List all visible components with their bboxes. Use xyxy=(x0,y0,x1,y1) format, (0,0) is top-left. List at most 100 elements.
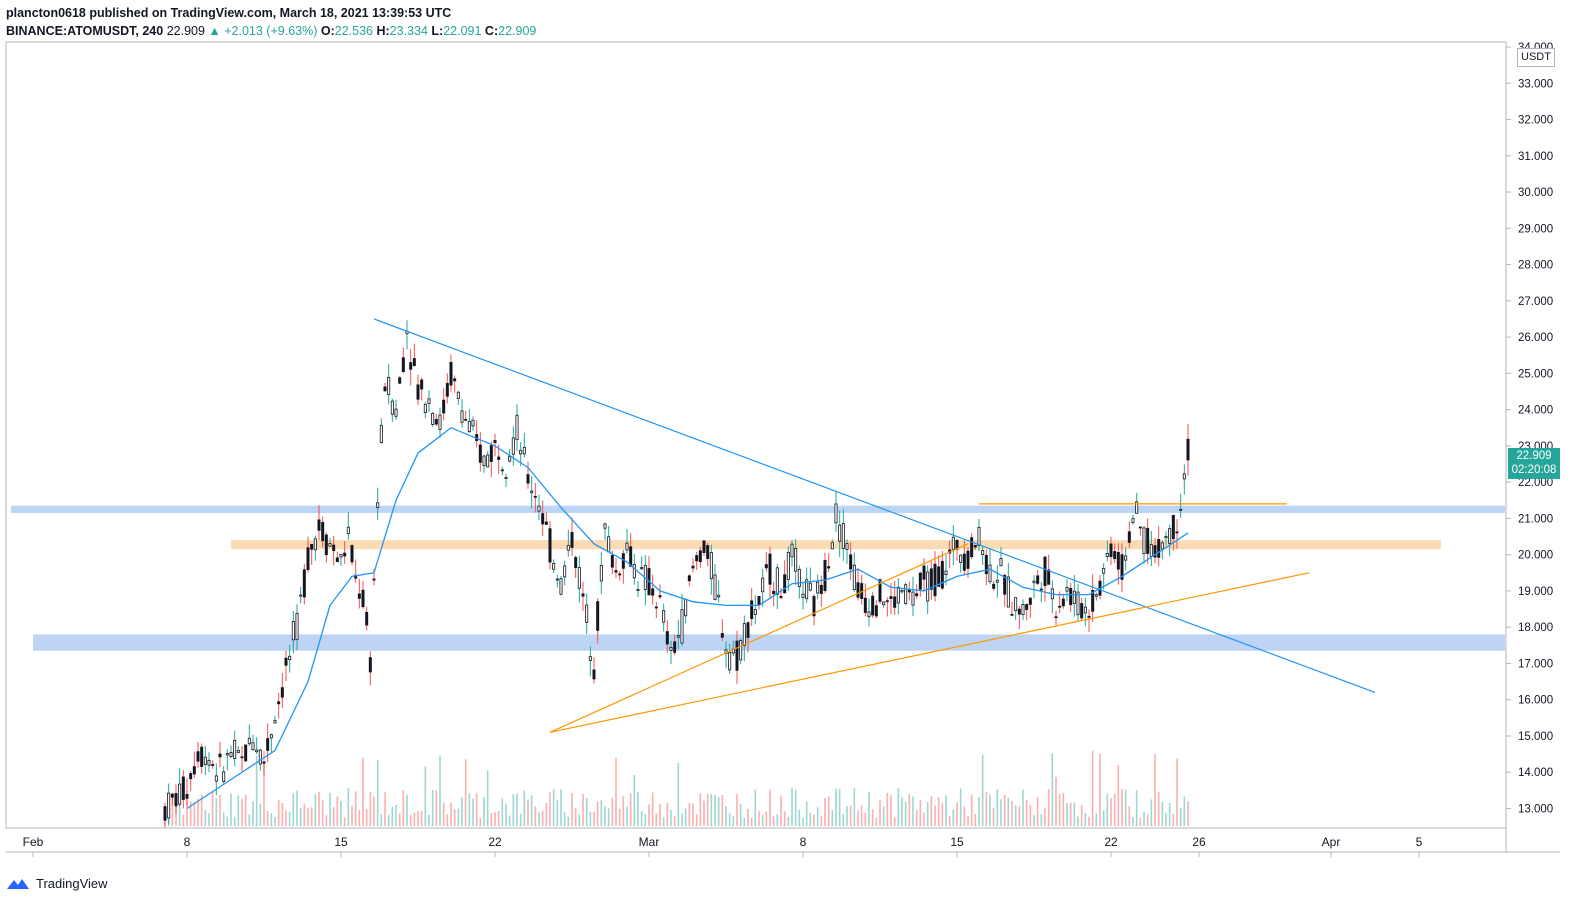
volume-bar xyxy=(666,803,669,826)
candle-body xyxy=(497,456,501,460)
currency-unit-label[interactable]: USDT xyxy=(1517,48,1555,67)
volume-bar xyxy=(662,817,665,826)
volume-bar xyxy=(395,805,397,826)
candle-body xyxy=(453,378,457,382)
price-tick-label: 28.000 xyxy=(1518,260,1553,272)
candle-body xyxy=(255,749,259,753)
candle-body xyxy=(178,783,182,805)
candle-body xyxy=(409,362,413,370)
volume-bar xyxy=(882,806,885,826)
volume-bar xyxy=(567,816,570,826)
ma-line xyxy=(186,426,1189,810)
volume-bar xyxy=(281,803,284,826)
candle-body xyxy=(299,594,303,597)
volume-bar xyxy=(578,814,581,826)
candle-body xyxy=(775,567,779,595)
candle-body xyxy=(761,577,765,593)
volume-bar xyxy=(684,808,687,826)
volume-bar xyxy=(233,816,236,826)
candle-body xyxy=(772,590,776,595)
volume-bar xyxy=(545,802,548,826)
volume-bar xyxy=(772,816,775,826)
volume-bar xyxy=(435,790,438,826)
volume-bar xyxy=(347,788,350,826)
candle-body xyxy=(680,609,684,644)
volume-bar xyxy=(820,816,823,826)
volume-bar xyxy=(1106,793,1109,826)
candle-body xyxy=(695,555,699,562)
candle-body xyxy=(478,444,482,463)
candle-body xyxy=(863,597,867,613)
candle-body xyxy=(904,584,908,604)
volume-bar xyxy=(266,810,269,826)
volume-bar xyxy=(461,797,463,826)
volume-bar xyxy=(457,808,460,826)
candle-body xyxy=(823,560,827,591)
volume-bar xyxy=(776,814,779,826)
candle-body xyxy=(728,652,732,671)
open-label: O: xyxy=(320,24,335,38)
volume-bars xyxy=(164,750,1189,826)
price-axis[interactable]: 13.000 14.000 15.000 16.000 17.000 18.000 19.0… xyxy=(1506,42,1553,815)
time-tick-label: 15 xyxy=(334,835,348,849)
volume-bar xyxy=(1132,817,1134,826)
candle-body xyxy=(709,552,713,580)
volume-bar xyxy=(442,802,445,826)
volume-bar xyxy=(783,811,786,826)
trendline-blue-0 xyxy=(373,318,1376,694)
volume-bar xyxy=(802,817,804,826)
volume-bar xyxy=(640,810,643,826)
candle-body xyxy=(310,543,314,550)
volume-bar xyxy=(706,793,709,826)
volume-bar xyxy=(860,805,863,826)
volume-bar xyxy=(1128,806,1131,826)
candle-body xyxy=(368,657,372,673)
candle-body xyxy=(1124,555,1128,561)
candle-body xyxy=(1094,594,1098,597)
volume-bar xyxy=(200,794,203,826)
tradingview-footer[interactable]: TradingView xyxy=(6,876,108,891)
volume-bar xyxy=(332,807,335,826)
volume-bar xyxy=(373,796,375,826)
candle-body xyxy=(445,382,449,397)
volume-bar xyxy=(794,789,797,826)
candle-body xyxy=(163,806,167,821)
candle-body xyxy=(467,420,471,433)
candle-body xyxy=(834,503,838,524)
volume-bar xyxy=(838,789,841,826)
trendlines[interactable] xyxy=(373,318,1376,733)
candle-body xyxy=(999,558,1003,567)
candle-body xyxy=(970,537,974,558)
candle-body xyxy=(1113,551,1117,560)
volume-bar xyxy=(406,794,408,826)
price-tick-label: 24.000 xyxy=(1518,405,1553,417)
price-tick-label: 21.000 xyxy=(1518,513,1553,525)
candle-body xyxy=(981,550,985,555)
candle-body xyxy=(1149,544,1153,557)
volume-bar xyxy=(1077,816,1079,826)
volume-bar xyxy=(1091,750,1094,826)
trendline-orange-1 xyxy=(549,543,969,733)
candle-body xyxy=(244,744,248,762)
volume-bar xyxy=(1073,802,1076,826)
candle-body xyxy=(984,554,988,575)
candle-body xyxy=(1021,604,1025,615)
price-tick-label: 25.000 xyxy=(1518,368,1553,380)
volume-bar xyxy=(310,807,313,826)
candle-body xyxy=(1028,597,1032,605)
volume-bar xyxy=(853,788,856,826)
candle-body xyxy=(937,566,941,587)
volume-bar xyxy=(563,812,566,826)
time-axis[interactable]: Feb 8 15 22 Mar 8 15 22 26 Apr 5 xyxy=(23,835,1423,857)
candle-body xyxy=(1043,556,1047,586)
candle-body xyxy=(332,544,336,552)
volume-bar xyxy=(886,792,889,826)
candle-body xyxy=(339,554,343,558)
zone-0 xyxy=(11,505,1505,513)
candle-body xyxy=(379,424,383,443)
volume-bar xyxy=(908,794,911,826)
candle-body xyxy=(247,737,251,745)
time-tick-label: 8 xyxy=(800,835,807,849)
candle-body xyxy=(1116,552,1120,570)
